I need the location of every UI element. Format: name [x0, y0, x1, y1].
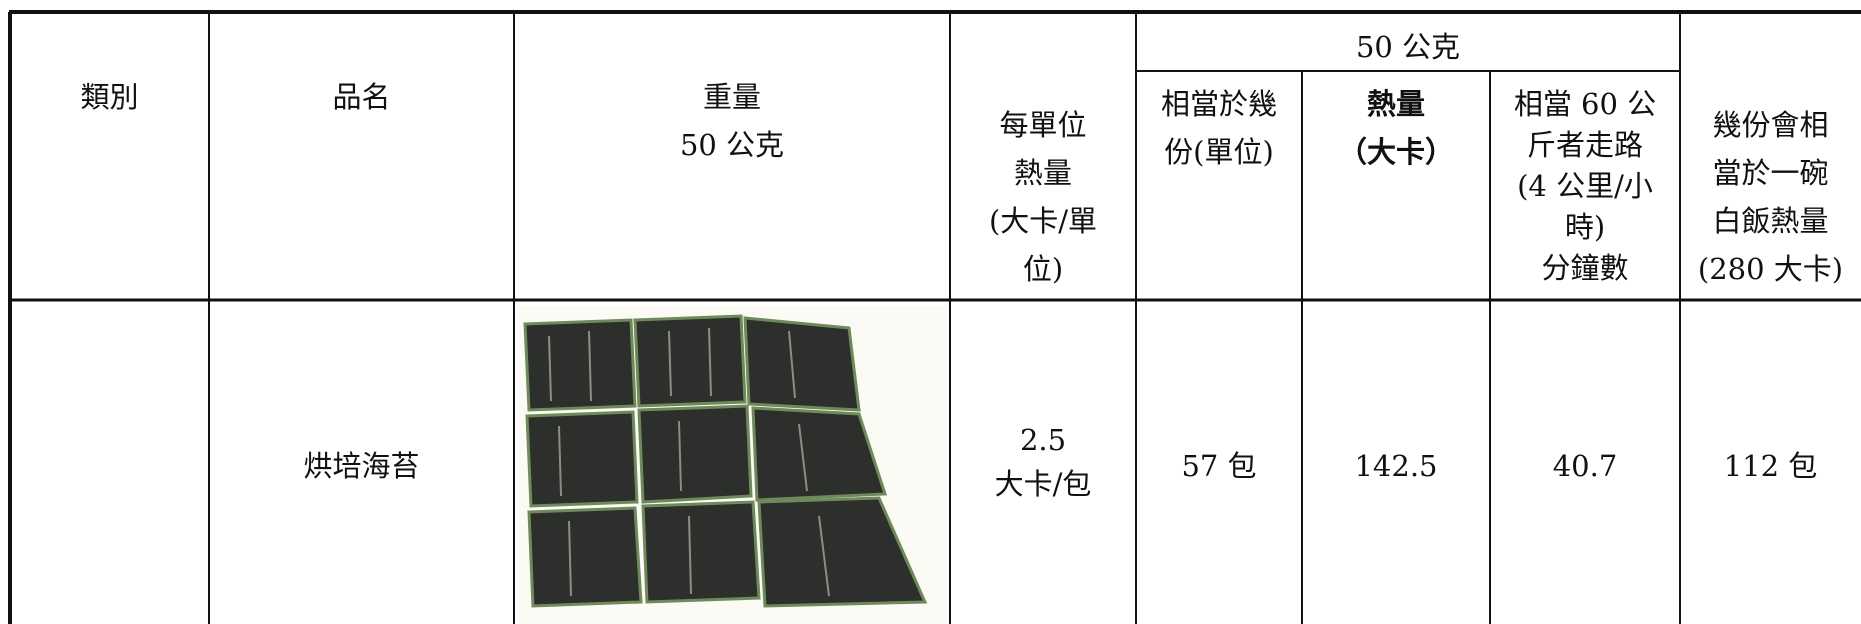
- text-line: 大卡/包: [994, 467, 1092, 501]
- text-line: 重量: [702, 80, 761, 114]
- text-line: 相當於幾: [1160, 87, 1277, 121]
- text-line: 每單位: [999, 108, 1087, 142]
- row-name: 烘培海苔: [303, 449, 420, 483]
- product-image: [519, 306, 947, 624]
- header-group: 50 公克: [1355, 30, 1461, 64]
- header-weight: 重量 50 公克: [514, 73, 950, 169]
- header-unit-calories: 每單位熱量 (大卡/單位): [950, 101, 1136, 293]
- row-rice: 112 包: [1723, 449, 1818, 483]
- text-line: 熱量: [1013, 156, 1072, 190]
- header-servings: 相當於幾份(單位): [1136, 80, 1302, 176]
- text-line: 位): [1022, 252, 1064, 286]
- text-line: 2.5: [1019, 423, 1067, 457]
- text-line: （大卡）: [1337, 135, 1454, 169]
- row-unit-calories: 2.5 大卡/包: [950, 418, 1136, 506]
- text-line: (大卡/單: [988, 204, 1098, 238]
- text-line: (280 大卡): [1697, 252, 1844, 286]
- header-calories: 熱量 （大卡）: [1302, 80, 1490, 176]
- header-name: 品名: [332, 80, 391, 114]
- row-calories: 142.5: [1354, 449, 1438, 483]
- text-line: 斤者走路: [1526, 128, 1643, 162]
- text-line: 當於一碗: [1712, 156, 1829, 190]
- text-line: 份(單位): [1164, 135, 1274, 169]
- row-walking: 40.7: [1552, 449, 1618, 483]
- header-rice: 幾份會相當於一碗白飯熱量 (280 大卡): [1680, 101, 1861, 293]
- row-servings: 57 包: [1181, 449, 1257, 483]
- text-line: 熱量: [1366, 87, 1425, 121]
- header-category: 類別: [80, 80, 139, 114]
- text-line: 50 公克: [679, 128, 785, 162]
- text-line: 相當 60 公: [1513, 87, 1657, 121]
- text-line: (4 公里/小: [1517, 169, 1653, 203]
- text-line: 幾份會相: [1712, 108, 1829, 142]
- text-line: 白飯熱量: [1712, 204, 1829, 238]
- text-line: 分鐘數: [1541, 251, 1629, 285]
- header-walking: 相當 60 公斤者走路 (4 公里/小 時) 分鐘數: [1490, 84, 1680, 289]
- text-line: 時): [1564, 210, 1606, 244]
